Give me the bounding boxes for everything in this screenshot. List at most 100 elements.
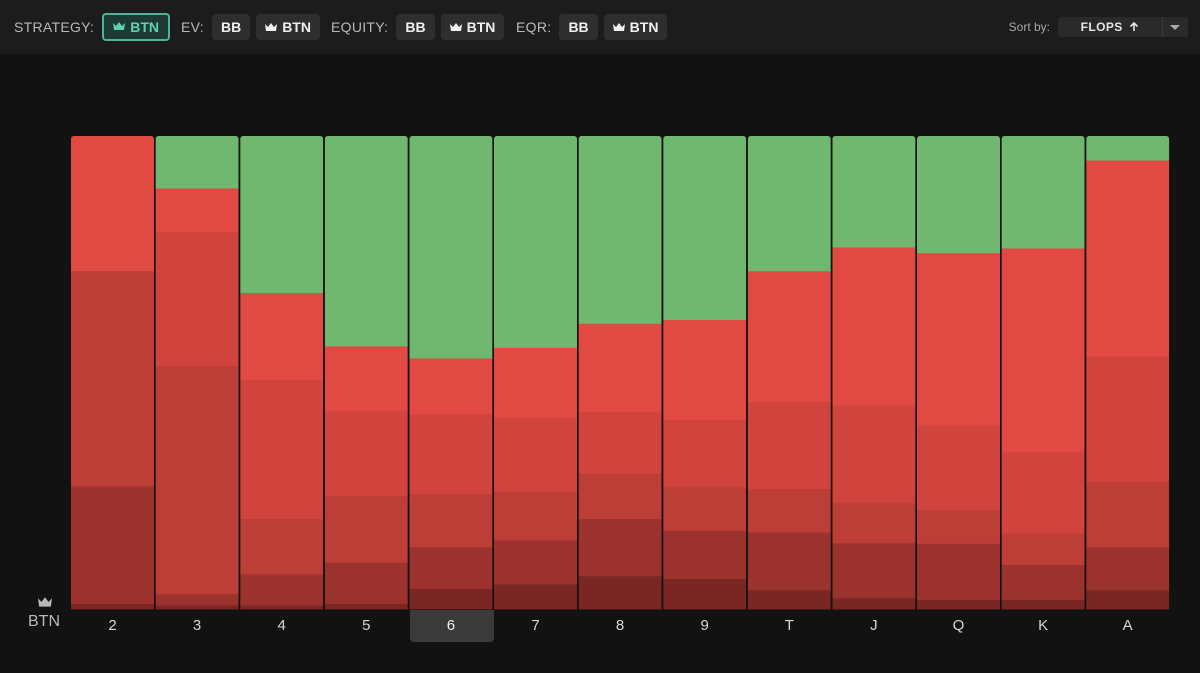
bar-segment-bet_small [1086, 160, 1170, 357]
bar-segment-bet_xlarge [494, 539, 577, 585]
bar-segment-bet_allin [409, 588, 493, 610]
strategy-btn-button[interactable]: BTN [102, 12, 171, 41]
bar-A[interactable] [1086, 136, 1170, 610]
bar-segment-bet_allin [663, 578, 747, 610]
bar-segment-bet_small [324, 346, 408, 412]
bar-segment-bet_large [747, 488, 831, 533]
bar-segment-bet_medium [663, 419, 747, 487]
bar-segment-bet_allin [917, 599, 1000, 610]
x-tick-label-2[interactable]: 2 [108, 617, 117, 634]
bar-segment-bet_xlarge [71, 486, 154, 605]
bar-segment-bet_allin [1086, 590, 1170, 610]
bar-segment-bet_medium [578, 411, 662, 474]
bar-segment-bet_medium [155, 232, 239, 367]
strategy-label: STRATEGY: [14, 19, 95, 35]
bar-segment-bet_large [578, 473, 662, 520]
bar-T[interactable] [747, 136, 831, 610]
bar-5[interactable] [324, 136, 408, 610]
ev-btn-label: BTN [282, 19, 311, 35]
bar-segment-bet_medium [240, 379, 324, 520]
bar-segment-check [324, 136, 408, 347]
bar-segment-bet_large [917, 509, 1000, 544]
crown-icon [38, 597, 52, 607]
sort-divider [1162, 17, 1163, 37]
bar-segment-bet_medium [832, 404, 916, 504]
x-tick-label-J[interactable]: J [870, 617, 878, 634]
bar-J[interactable] [832, 136, 916, 610]
equity-bb-label: BB [405, 19, 426, 35]
sort-dropdown[interactable]: FLOPS [1058, 17, 1188, 37]
bar-segment-bet_medium [917, 424, 1000, 511]
x-tick-label-6[interactable]: 6 [446, 617, 456, 634]
crown-icon [612, 22, 625, 31]
bar-2[interactable] [71, 136, 154, 610]
x-tick-label-A[interactable]: A [1122, 617, 1133, 634]
x-tick-label-4[interactable]: 4 [277, 617, 286, 634]
bar-segment-bet_medium [494, 417, 577, 493]
strategy-btn-label: BTN [130, 18, 160, 35]
x-tick-label-3[interactable]: 3 [192, 617, 202, 634]
bar-segment-bet_large [832, 502, 916, 544]
x-tick-label-K[interactable]: K [1038, 617, 1049, 634]
x-tick-label-T[interactable]: T [784, 617, 794, 634]
x-tick-label-8[interactable]: 8 [615, 617, 625, 634]
axis-player-label: BTN [28, 613, 60, 630]
bar-segment-bet_xlarge [155, 593, 239, 606]
bar-segment-bet_small [494, 347, 577, 418]
bar-segment-bet_xlarge [1001, 564, 1085, 600]
bar-segment-bet_allin [240, 605, 324, 610]
sort-control: Sort by: FLOPS [1009, 17, 1188, 37]
bar-segment-bet_xlarge [409, 546, 493, 590]
bar-segment-check [494, 136, 577, 348]
bar-segment-check [578, 136, 662, 324]
sort-label: Sort by: [1008, 20, 1050, 34]
bar-8[interactable] [578, 136, 662, 610]
equity-btn-button[interactable]: BTN [440, 14, 505, 40]
bar-segment-bet_large [494, 491, 577, 541]
equity-label: EQUITY: [331, 19, 389, 35]
bar-segment-check [240, 136, 324, 293]
ev-bb-button[interactable]: BB [211, 14, 251, 40]
bar-6[interactable] [409, 136, 493, 610]
arrow-up-icon [1130, 21, 1139, 31]
bar-segment-bet_allin [747, 589, 831, 610]
chevron-down-icon[interactable] [1170, 24, 1180, 30]
bar-segment-bet_xlarge [832, 542, 916, 599]
bar-segment-bet_small [832, 247, 916, 406]
bar-Q[interactable] [917, 136, 1000, 610]
bar-segment-bet_xlarge [1086, 546, 1170, 591]
bar-segment-bet_small [155, 188, 239, 233]
bar-9[interactable] [663, 136, 747, 610]
bar-segment-bet_small [71, 136, 154, 272]
bar-segment-bet_medium [747, 401, 831, 490]
bar-K[interactable] [1001, 136, 1085, 610]
bar-7[interactable] [494, 136, 577, 610]
x-tick-label-Q[interactable]: Q [952, 617, 965, 634]
bar-segment-bet_medium [1086, 356, 1170, 482]
bar-4[interactable] [240, 136, 324, 610]
x-tick-label-5[interactable]: 5 [362, 617, 371, 634]
ev-bb-label: BB [220, 19, 242, 35]
bar-segment-check [1001, 136, 1085, 249]
equity-bb-button[interactable]: BB [396, 14, 435, 40]
x-tick-label-9[interactable]: 9 [700, 617, 709, 634]
bar-3[interactable] [155, 136, 239, 610]
bar-segment-bet_allin [832, 597, 916, 610]
bar-segment-bet_large [240, 518, 324, 575]
bar-segment-bet_allin [71, 603, 154, 610]
bar-segment-bet_small [578, 323, 662, 412]
bar-segment-check [832, 136, 916, 248]
bar-segment-bet_large [71, 270, 154, 487]
eqr-bb-button[interactable]: BB [559, 14, 598, 40]
equity-group: EQUITY: BB BTN [331, 14, 510, 40]
eqr-btn-button[interactable]: BTN [603, 14, 668, 40]
x-tick-label-7[interactable]: 7 [531, 617, 540, 634]
top-toolbar: STRATEGY: BTN EV: BB BTN EQUITY: BB BTN … [0, 0, 1200, 54]
eqr-bb-label: BB [568, 19, 589, 35]
ev-btn-button[interactable]: BTN [256, 14, 320, 40]
bar-segment-bet_small [663, 319, 747, 420]
bar-segment-bet_large [155, 365, 239, 595]
bar-segment-bet_large [663, 486, 747, 531]
bar-segment-check [747, 136, 831, 272]
bar-segment-bet_medium [409, 413, 493, 495]
